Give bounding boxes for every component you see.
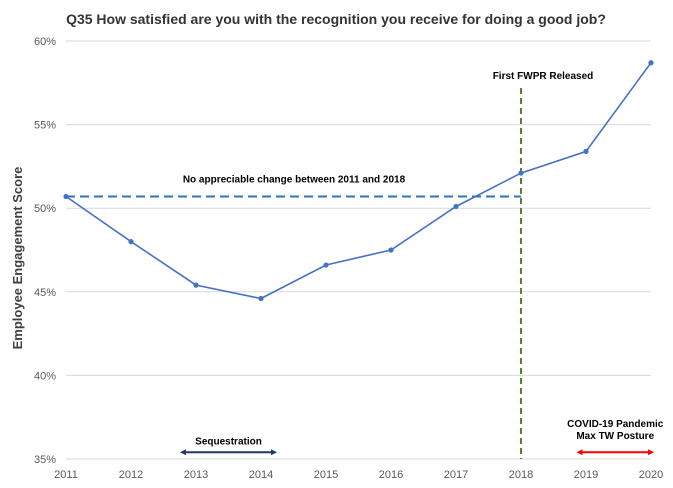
data-point xyxy=(388,247,394,253)
data-point xyxy=(453,203,459,210)
data-point xyxy=(648,60,654,66)
series-group xyxy=(63,60,654,302)
data-point xyxy=(258,295,264,302)
x-tick-label: 2020 xyxy=(639,469,663,481)
y-axis-ticks: 35% 40% 45% 50% 55% 60% xyxy=(34,36,56,466)
annotations: No appreciable change between 2011 and 2… xyxy=(66,71,664,459)
covid-annotation-line: COVID-19 Pandemic xyxy=(567,419,664,430)
x-tick-label: 2016 xyxy=(379,469,403,481)
x-tick-label: 2018 xyxy=(509,469,533,481)
data-point xyxy=(323,262,329,268)
x-tick-label: 2011 xyxy=(54,469,78,481)
data-point xyxy=(193,282,199,288)
y-axis-label: Employee Engagement Score xyxy=(10,167,25,350)
series-line xyxy=(65,62,652,300)
data-point xyxy=(63,193,69,200)
gridlines xyxy=(66,40,651,460)
baseline-annotation: No appreciable change between 2011 and 2… xyxy=(183,174,406,185)
fwpr-annotation: First FWPR Released xyxy=(493,71,594,82)
x-tick-label: 2013 xyxy=(184,469,208,481)
data-point xyxy=(518,170,524,176)
x-tick-label: 2015 xyxy=(314,469,338,481)
x-tick-label: 2014 xyxy=(249,469,273,481)
covid-end-marker xyxy=(648,449,654,456)
y-tick-label: 45% xyxy=(34,287,56,299)
covid-start-marker xyxy=(576,449,583,456)
sequestration-end-marker xyxy=(271,449,277,456)
sequestration-annotation: Sequestration xyxy=(195,436,262,447)
x-tick-label: 2012 xyxy=(119,469,143,481)
data-point xyxy=(583,148,589,154)
y-tick-label: 35% xyxy=(34,454,56,466)
x-tick-label: 2017 xyxy=(444,469,468,481)
x-tick-label: 2019 xyxy=(574,469,598,481)
sequestration-start-marker xyxy=(180,449,186,456)
chart-title: Q35 How satisfied are you with the recog… xyxy=(66,11,606,27)
y-tick-label: 50% xyxy=(34,203,56,215)
y-tick-label: 40% xyxy=(34,370,56,382)
x-axis-ticks: 2011 2012 2013 2014 2015 2016 2017 2018 2019 2020 xyxy=(54,469,663,481)
covid-annotation-line: Max TW Posture xyxy=(576,431,654,442)
y-tick-label: 55% xyxy=(34,120,56,132)
data-point xyxy=(128,239,134,245)
y-tick-label: 60% xyxy=(34,36,56,48)
